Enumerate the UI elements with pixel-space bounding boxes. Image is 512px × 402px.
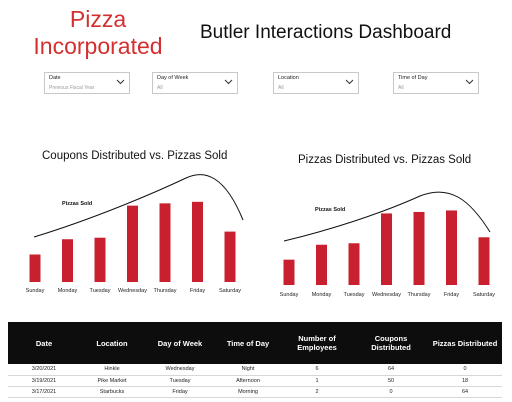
cell-pizzas: 64 bbox=[428, 386, 502, 398]
chart-2-tick-friday: Friday bbox=[444, 292, 460, 298]
chart-1-bar-wednesday[interactable] bbox=[127, 205, 138, 282]
filter-time-of-day-value: All bbox=[398, 85, 404, 91]
brand-line-1: Pizza bbox=[69, 6, 127, 32]
chart-1-tick-wednesday: Wednesday bbox=[118, 288, 147, 294]
chart-1-tick-friday: Friday bbox=[190, 288, 206, 294]
cell-time-of-day: Night bbox=[216, 364, 280, 376]
filter-location[interactable]: Location All bbox=[273, 72, 359, 94]
filter-date[interactable]: Date Previous Fiscal Year bbox=[44, 72, 130, 94]
chart-2-bar-saturday[interactable] bbox=[478, 237, 490, 285]
chart-2-tick-tuesday: Tuesday bbox=[344, 292, 365, 298]
filter-location-value: All bbox=[278, 85, 284, 91]
chevron-down-icon bbox=[224, 79, 233, 85]
chart-2-tick-sunday: Sunday bbox=[280, 292, 299, 298]
chart-2-tick-monday: Monday bbox=[312, 292, 332, 298]
filter-day-of-week-value: All bbox=[157, 85, 163, 91]
filter-date-label: Date bbox=[49, 75, 61, 81]
filter-day-of-week[interactable]: Day of Week All bbox=[152, 72, 238, 94]
cell-date: 3/19/2021 bbox=[8, 375, 80, 387]
chart-2-bar-monday[interactable] bbox=[316, 244, 327, 285]
cell-employees: 2 bbox=[280, 386, 354, 398]
chart-1: Sunday Monday Tuesday Wednesday Thursday Frid… bbox=[26, 174, 244, 294]
chart-1-bar-monday[interactable] bbox=[62, 239, 73, 282]
col-date[interactable]: Date bbox=[35, 338, 53, 348]
chart-1-pizzas-sold-line bbox=[33, 174, 244, 238]
cell-date: 3/17/2021 bbox=[8, 386, 80, 398]
cell-time-of-day: Morning bbox=[216, 386, 280, 398]
chart-1-tick-sunday: Sunday bbox=[26, 288, 45, 294]
col-day-of-week[interactable]: Day of Week bbox=[157, 338, 203, 348]
cell-day-of-week: Wednesday bbox=[144, 364, 216, 376]
cell-day-of-week: Tuesday bbox=[144, 375, 216, 387]
brand-logo-text: Pizza Incorporated bbox=[18, 6, 178, 60]
chart-1-bar-thursday[interactable] bbox=[159, 203, 171, 282]
cell-coupons: 0 bbox=[354, 386, 428, 398]
brand-line-2: Incorporated bbox=[33, 33, 163, 59]
col-time-of-day[interactable]: Time of Day bbox=[226, 338, 270, 348]
cell-date: 3/20/2021 bbox=[8, 364, 80, 376]
chart-2-bar-wednesday[interactable] bbox=[381, 213, 392, 285]
chart-2: Sunday Monday Tuesday Wednesday Thursday Frid… bbox=[280, 191, 495, 298]
chart-1-tick-saturday: Saturday bbox=[219, 288, 241, 294]
chevron-down-icon bbox=[116, 79, 125, 85]
dashboard-title: Butler Interactions Dashboard bbox=[200, 22, 452, 43]
chart-1-tick-thursday: Thursday bbox=[154, 288, 177, 294]
table-row[interactable]: 3/19/2021 Pike Market Tuesday Afternoon … bbox=[8, 375, 502, 387]
chart-2-tick-thursday: Thursday bbox=[408, 292, 431, 298]
chart-2-title: Pizzas Distributed vs. Pizzas Sold bbox=[298, 154, 472, 166]
chart-2-annotation: Pizzas Sold bbox=[315, 207, 345, 213]
chart-2-tick-saturday: Saturday bbox=[473, 292, 495, 298]
cell-time-of-day: Afternoon bbox=[216, 375, 280, 387]
table-header-row: Date Location Day of Week Time of Day Nu… bbox=[8, 322, 502, 364]
interactions-table: Date Location Day of Week Time of Day Nu… bbox=[8, 322, 502, 398]
chart-1-annotation: Pizzas Sold bbox=[62, 201, 92, 207]
cell-pizzas: 18 bbox=[428, 375, 502, 387]
chart-2-bar-tuesday[interactable] bbox=[348, 243, 360, 285]
table-row[interactable]: 3/17/2021 Starbucks Friday Morning 2 0 6… bbox=[8, 386, 502, 398]
filter-time-of-day-label: Time of Day bbox=[398, 75, 428, 81]
table-row[interactable]: 3/20/2021 Hinkle Wednesday Night 6 64 0 bbox=[8, 364, 502, 376]
col-pizzas-distributed[interactable]: Pizzas Distributed bbox=[432, 338, 498, 348]
cell-day-of-week: Friday bbox=[144, 386, 216, 398]
chart-1-bar-friday[interactable] bbox=[192, 201, 203, 282]
cell-pizzas: 0 bbox=[428, 364, 502, 376]
chart-1-tick-monday: Monday bbox=[58, 288, 78, 294]
filter-day-of-week-label: Day of Week bbox=[157, 75, 189, 81]
chart-1-bar-sunday[interactable] bbox=[29, 254, 41, 282]
chart-1-title: Coupons Distributed vs. Pizzas Sold bbox=[42, 150, 228, 162]
chart-1-tick-tuesday: Tuesday bbox=[90, 288, 111, 294]
chart-2-tick-wednesday: Wednesday bbox=[372, 292, 401, 298]
chevron-down-icon bbox=[345, 79, 354, 85]
col-number-of-employees[interactable]: Number of Employees bbox=[297, 334, 337, 352]
filter-time-of-day[interactable]: Time of Day All bbox=[393, 72, 479, 94]
chart-1-bar-tuesday[interactable] bbox=[94, 237, 106, 282]
col-coupons-distributed[interactable]: Coupons Distributed bbox=[371, 334, 411, 352]
filter-date-value: Previous Fiscal Year bbox=[49, 85, 95, 91]
chevron-down-icon bbox=[465, 79, 474, 85]
filter-location-label: Location bbox=[278, 75, 299, 81]
col-location[interactable]: Location bbox=[96, 338, 128, 348]
cell-employees: 6 bbox=[280, 364, 354, 376]
cell-location: Starbucks bbox=[80, 386, 144, 398]
chart-2-bar-thursday[interactable] bbox=[413, 211, 425, 285]
cell-location: Hinkle bbox=[80, 364, 144, 376]
cell-coupons: 64 bbox=[354, 364, 428, 376]
cell-coupons: 50 bbox=[354, 375, 428, 387]
cell-employees: 1 bbox=[280, 375, 354, 387]
cell-location: Pike Market bbox=[80, 375, 144, 387]
chart-1-bar-saturday[interactable] bbox=[224, 231, 236, 282]
chart-2-bar-sunday[interactable] bbox=[283, 259, 295, 285]
chart-2-pizzas-sold-line bbox=[283, 191, 491, 242]
chart-2-bar-friday[interactable] bbox=[446, 210, 457, 285]
